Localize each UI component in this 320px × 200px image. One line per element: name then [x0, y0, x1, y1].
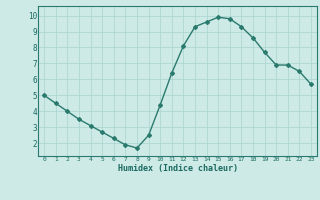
X-axis label: Humidex (Indice chaleur): Humidex (Indice chaleur)	[118, 164, 238, 173]
